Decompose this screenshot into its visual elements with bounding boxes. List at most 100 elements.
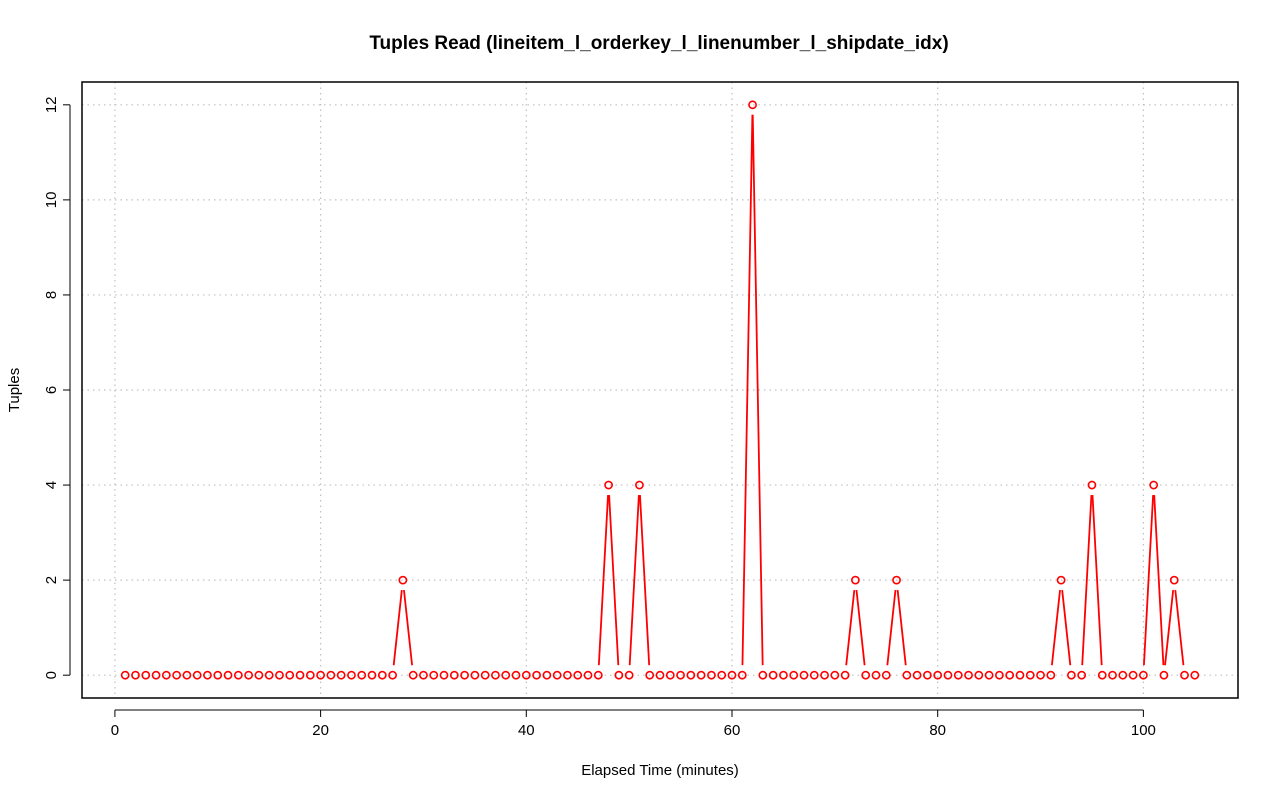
data-point (1169, 575, 1179, 585)
data-point (1015, 670, 1025, 680)
y-tick-label: 6 (43, 386, 60, 394)
data-point (830, 670, 840, 680)
data-point (933, 670, 943, 680)
data-point (439, 670, 449, 680)
x-tick-label: 0 (111, 722, 119, 739)
data-point (408, 670, 418, 680)
data-point (491, 670, 500, 680)
data-point (645, 670, 655, 680)
data-point (1128, 670, 1138, 680)
data-point (347, 670, 356, 680)
series-line-segment (1061, 589, 1072, 666)
data-point (686, 670, 696, 680)
data-point (161, 670, 171, 680)
y-tick-label: 4 (43, 481, 60, 489)
data-point (789, 670, 799, 680)
data-point (336, 670, 346, 680)
data-point (223, 670, 233, 680)
data-point (583, 670, 593, 680)
y-tick-label: 0 (43, 671, 60, 679)
data-point (295, 670, 305, 680)
data-point (737, 670, 747, 680)
x-tick-label: 80 (929, 722, 946, 739)
data-point (151, 670, 161, 680)
series-line-segment (597, 494, 609, 666)
data-point (367, 670, 377, 680)
data-point (799, 670, 809, 680)
data-point (460, 670, 469, 680)
data-point (604, 480, 613, 490)
grid (82, 82, 1238, 698)
x-axis-label: Elapsed Time (minutes) (581, 762, 739, 779)
data-point (532, 670, 541, 680)
data-point (779, 670, 788, 680)
series-line-segment (1164, 589, 1175, 666)
data-point (398, 575, 408, 585)
data-point (192, 670, 202, 680)
data-point (1025, 670, 1035, 680)
data-point (244, 670, 254, 680)
data-point (809, 670, 819, 680)
y-axis: 0 2 4 6 8 10 12 (43, 96, 71, 679)
data-point (501, 670, 511, 680)
data-point (1149, 480, 1159, 490)
data-point (316, 670, 326, 680)
series-line-segment (639, 494, 651, 666)
data-point (563, 670, 572, 680)
data-point (1180, 670, 1189, 680)
data-point (419, 670, 428, 680)
data-point (254, 670, 264, 680)
data-point (552, 670, 562, 680)
data-point (1066, 670, 1076, 680)
data-point (717, 670, 727, 680)
series-line-segment (855, 589, 866, 666)
data-point (1118, 670, 1128, 680)
series-line-segment (1153, 494, 1165, 666)
data-point (881, 670, 891, 680)
data-point (676, 670, 685, 680)
data-point (768, 670, 778, 680)
x-tick-label: 40 (518, 722, 535, 739)
data-point (635, 480, 644, 490)
series-line-segment (886, 589, 897, 666)
data-point (213, 670, 223, 680)
data-point (264, 670, 274, 680)
data-point (923, 670, 932, 680)
data-point (182, 670, 192, 680)
y-tick-label: 2 (43, 576, 60, 584)
data-point (203, 670, 212, 680)
series-line-segment (1143, 494, 1155, 666)
data-point (840, 670, 850, 680)
series-line-segment (608, 494, 620, 666)
data-point (1159, 670, 1169, 680)
x-tick-label: 60 (724, 722, 741, 739)
data-point (696, 670, 706, 680)
series-line-segment (1174, 589, 1185, 666)
y-tick-label: 8 (43, 291, 60, 299)
data-point (1108, 670, 1117, 680)
x-tick-label: 20 (312, 722, 329, 739)
series-line-segment (1050, 589, 1061, 666)
data-point (758, 670, 768, 680)
data-point (902, 670, 912, 680)
data-point (141, 670, 151, 680)
data-point (172, 670, 182, 680)
series-line-segment (628, 494, 640, 666)
data-point (275, 670, 284, 680)
data-point (707, 670, 716, 680)
series-line-segment (741, 114, 754, 666)
series-line-segment (392, 589, 403, 666)
data-point (593, 670, 603, 680)
series-line-segment (751, 114, 764, 666)
data-point (655, 670, 665, 680)
series-line-segment (1091, 494, 1103, 666)
series-line-segment (1081, 494, 1093, 666)
data-point (449, 670, 459, 680)
data-point (1190, 670, 1200, 680)
data-point (1097, 670, 1107, 680)
data-point (511, 670, 521, 680)
y-tick-label: 12 (43, 96, 60, 113)
data-point (748, 100, 757, 110)
data-point (994, 670, 1004, 680)
